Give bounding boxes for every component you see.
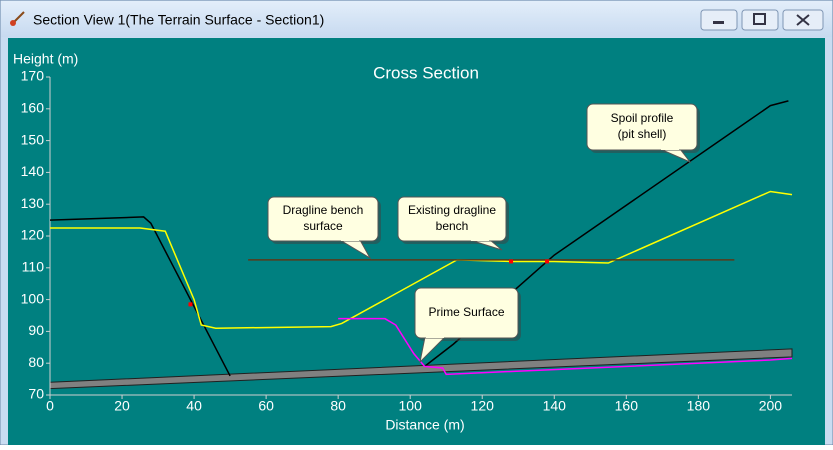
plot: Cross Section Height (m) Distance (m) 70 80 9… (13, 51, 793, 433)
y-tick-label: 130 (21, 195, 45, 211)
x-tick-label: 160 (615, 398, 639, 414)
title-bar (1, 1, 832, 37)
callout-cover (341, 238, 359, 241)
y-tick-label: 90 (28, 322, 44, 338)
callout: Spoil profile (pit shell) (586, 103, 700, 164)
y-tick-label: 140 (21, 163, 45, 179)
x-tick-label: 20 (114, 398, 130, 414)
profile-line (50, 190, 793, 329)
callout-box (397, 196, 507, 242)
y-axis-label: Height (m) (13, 51, 78, 67)
marker (509, 259, 514, 264)
callout-cover (661, 147, 679, 150)
profile-line (424, 100, 789, 367)
callout-text: Spoil profile (611, 111, 674, 125)
chart-title: Cross Section (373, 63, 479, 82)
x-tick-label: 120 (471, 398, 495, 414)
callout-cover (471, 238, 489, 241)
x-tick-label: 200 (759, 398, 783, 414)
y-tick-label: 150 (21, 131, 45, 147)
maximize-button[interactable] (741, 9, 779, 31)
profile-line (49, 216, 231, 377)
callout-box (586, 103, 698, 151)
callout-text: bench (436, 219, 469, 233)
callout-text: Prime Surface (428, 305, 504, 319)
y-tick-label: 160 (21, 100, 45, 116)
y-tick-label: 110 (22, 259, 45, 275)
x-tick-label: 140 (543, 398, 567, 414)
marker (545, 259, 550, 264)
y-tick-label: 170 (21, 68, 45, 84)
x-tick-label: 180 (687, 398, 711, 414)
x-tick-label: 100 (399, 398, 423, 414)
callout-box (414, 287, 519, 339)
x-axis-label: Distance (m) (385, 417, 464, 433)
y-tick-label: 100 (21, 290, 45, 306)
x-tick-label: 0 (46, 398, 54, 414)
callout: Existing dragline bench (397, 196, 509, 251)
x-tick-label: 60 (258, 398, 274, 414)
x-tick-label: 40 (186, 398, 202, 414)
y-tick-label: 80 (28, 354, 44, 370)
marker (188, 302, 193, 307)
y-tick-label: 70 (28, 386, 44, 402)
x-tick-label: 80 (330, 398, 346, 414)
callout: Prime Surface (414, 287, 521, 364)
y-tick-label: 120 (21, 227, 45, 243)
callout: Dragline bench surface (267, 196, 381, 260)
callout-text: Dragline bench (283, 203, 364, 217)
minimize-button[interactable] (700, 9, 738, 31)
profile-line (338, 317, 793, 376)
callout-text: (pit shell) (618, 127, 667, 141)
window-icon (10, 11, 25, 26)
callout-text: surface (303, 219, 343, 233)
window-title: Section View 1(The Terrain Surface - Sec… (33, 12, 324, 28)
callout-cover (426, 335, 444, 338)
close-button[interactable] (782, 9, 824, 31)
callout-text: Existing dragline (408, 203, 496, 217)
callout-box (267, 196, 379, 242)
